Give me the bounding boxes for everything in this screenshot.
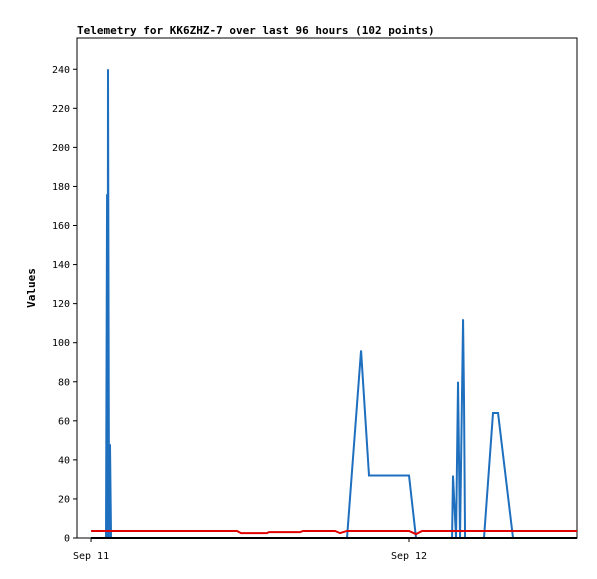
y-tick-label: 140 [52,260,70,271]
y-tick-label: 240 [52,65,70,76]
y-axis-label: Values [25,268,38,308]
x-tick-label: Sep 11 [73,551,109,562]
y-tick-label: 120 [52,299,70,310]
y-tick-label: 180 [52,182,70,193]
series-line [91,69,577,539]
plot-frame [76,37,578,539]
y-tick-label: 220 [52,104,70,115]
y-tick-label: 200 [52,143,70,154]
y-tick-label: 60 [58,416,70,427]
y-tick-label: 100 [52,338,70,349]
y-tick-label: 80 [58,377,70,388]
y-tick-label: 40 [58,455,70,466]
y-tick-label: 20 [58,494,70,505]
y-tick-label: 0 [64,534,70,545]
chart-title: Telemetry for KK6ZHZ-7 over last 96 hour… [77,24,435,37]
x-tick-label: Sep 12 [391,551,427,562]
series-line [91,529,577,536]
y-tick-label: 160 [52,221,70,232]
